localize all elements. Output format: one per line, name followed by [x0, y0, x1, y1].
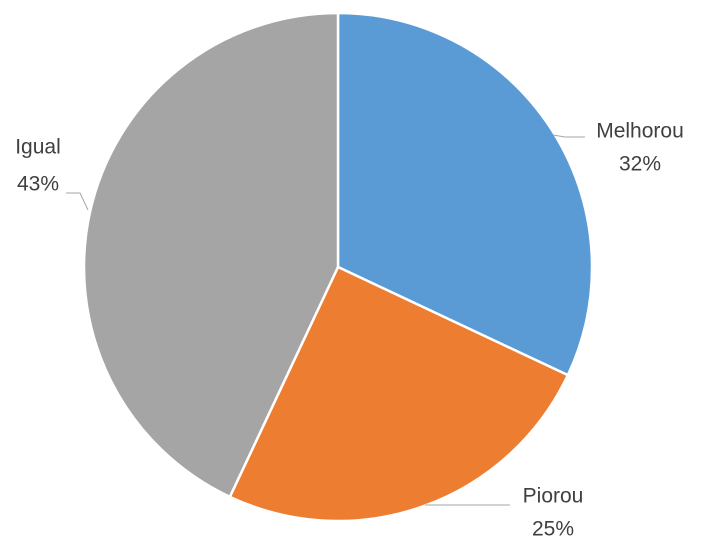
value-label: 43%	[17, 173, 59, 196]
category-label: Melhorou	[596, 120, 684, 143]
pie-slice	[228, 265, 570, 523]
value-label: 32%	[619, 153, 661, 176]
pie-slice	[82, 11, 340, 499]
leader-line	[552, 134, 585, 138]
leader-line	[66, 192, 89, 211]
category-label: Piorou	[523, 485, 584, 508]
value-label: 25%	[532, 518, 574, 541]
pie-slice	[336, 11, 594, 377]
category-label: Igual	[15, 136, 61, 159]
